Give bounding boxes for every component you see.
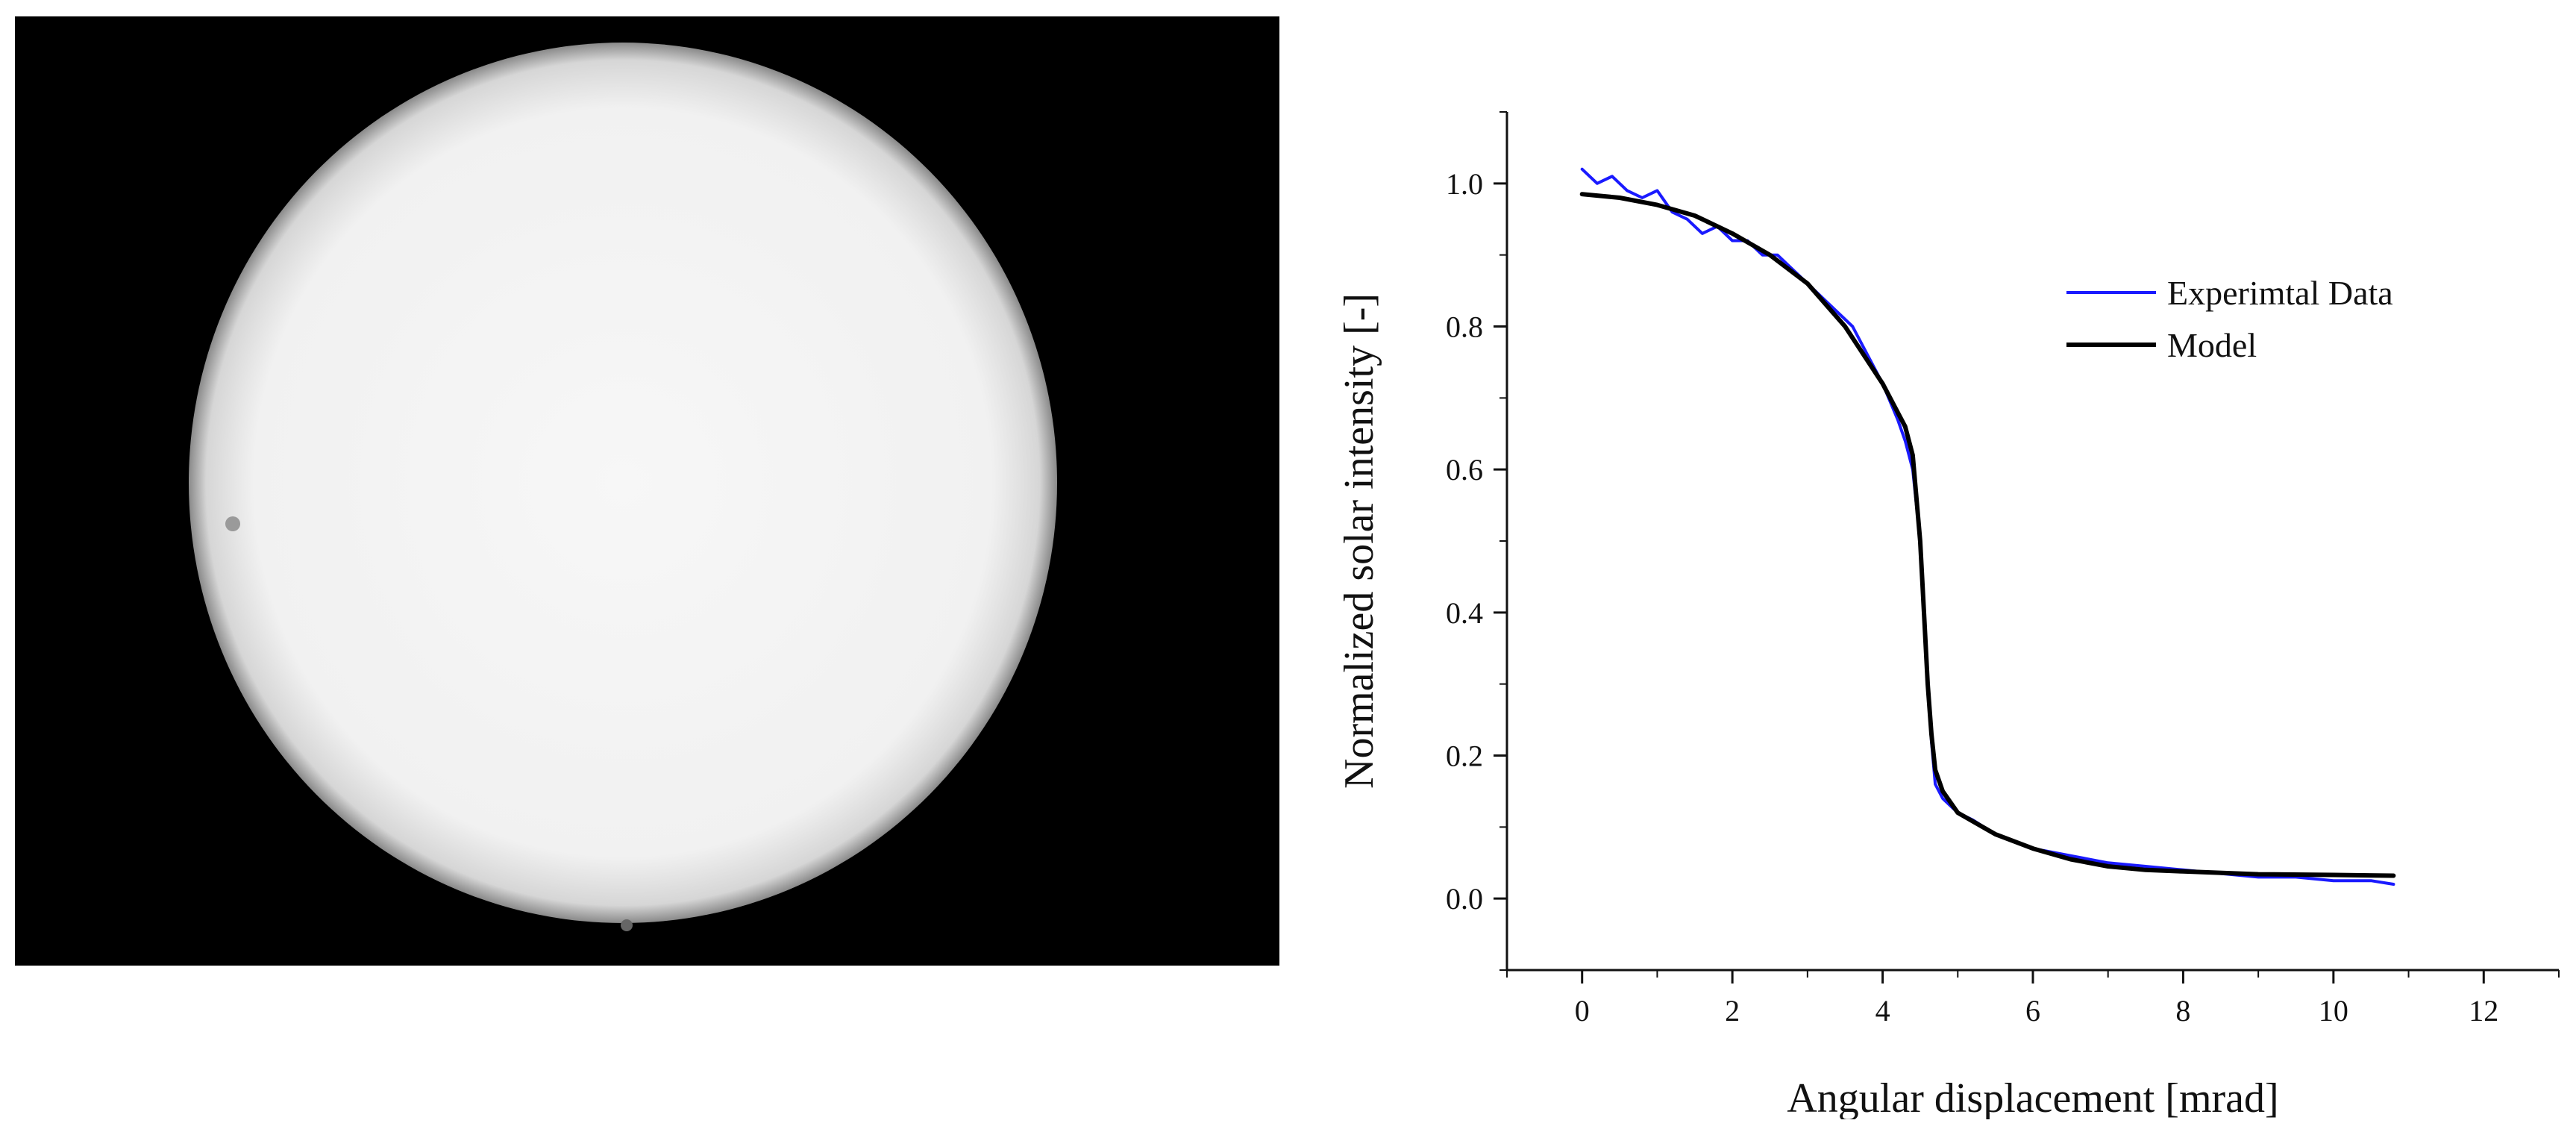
y-tick-label: 0.6	[1446, 453, 1483, 487]
x-tick-label: 6	[2025, 994, 2040, 1028]
legend: Experimtal Data Model	[2066, 274, 2393, 364]
x-tick-label: 8	[2175, 994, 2190, 1028]
axes-layer	[1505, 112, 2559, 972]
chart-svg: 0 2 4 6 8 10 12 0.0 0.2 0.4 0.6 0.8 1.0 Angular disp…	[1336, 111, 2560, 1122]
series-line-model	[1579, 192, 2396, 878]
y-axis-title: Normalized solar intensity [-]	[1336, 293, 1382, 789]
sunspot	[621, 919, 633, 931]
series-line-experimental	[1580, 167, 2395, 886]
intensity-chart: 0 2 4 6 8 10 12 0.0 0.2 0.4 0.6 0.8 1.0 Angular disp…	[1313, 75, 2566, 1123]
x-tick-label: 2	[1725, 994, 1740, 1028]
solar-disk	[189, 43, 1057, 923]
y-tick-label: 1.0	[1446, 167, 1483, 201]
x-axis-title: Angular displacement [mrad]	[1787, 1075, 2278, 1119]
legend-label-model: Model	[2167, 326, 2257, 364]
x-tick-label: 4	[1875, 994, 1890, 1028]
series-layer	[1579, 167, 2396, 886]
x-tick-label: 12	[2469, 994, 2498, 1028]
sunspot	[225, 516, 240, 531]
ticks-layer: 0 2 4 6 8 10 12 0.0 0.2 0.4 0.6 0.8 1.0	[1446, 111, 2560, 1028]
y-tick-label: 0.4	[1446, 596, 1483, 630]
legend-label-experimental: Experimtal Data	[2167, 274, 2393, 312]
solar-disk-photo	[15, 16, 1279, 966]
y-tick-label: 0.0	[1446, 882, 1483, 916]
x-tick-label: 10	[2319, 994, 2348, 1028]
y-tick-label: 0.8	[1446, 310, 1483, 344]
x-tick-label: 0	[1575, 994, 1590, 1028]
y-tick-label: 0.2	[1446, 739, 1483, 773]
